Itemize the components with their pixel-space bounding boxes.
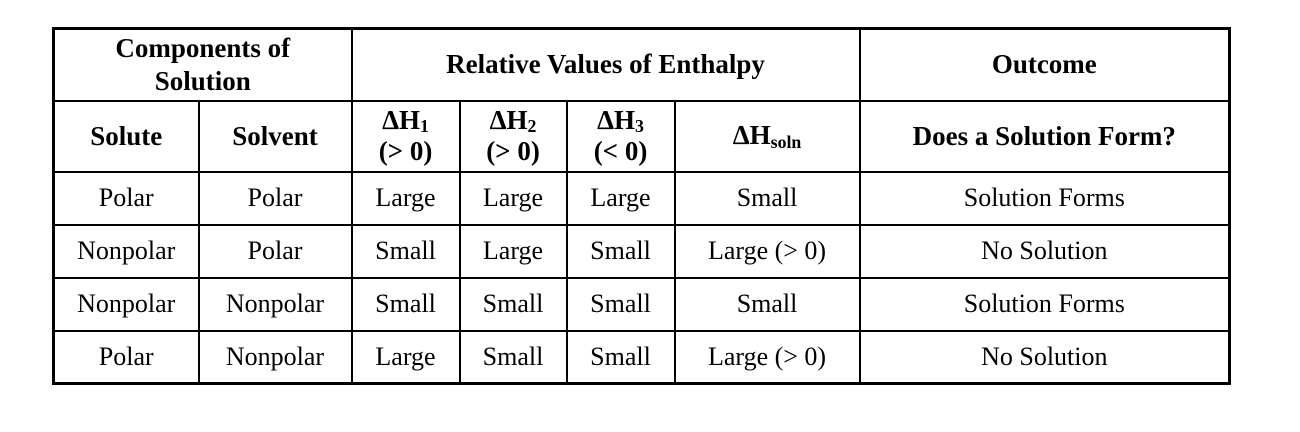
dh2-symbol: ΔH2 (489, 104, 537, 137)
solution-formation-table: Components of Solution Relative Values o… (52, 27, 1232, 385)
table-cell-outcome: No Solution (858, 223, 1231, 279)
table-cell-dh3: Small (565, 329, 676, 385)
table-cell-solvent: Nonpolar (197, 329, 353, 385)
header-outcome: Outcome (858, 27, 1231, 102)
col-header-solvent: Solvent (197, 99, 353, 173)
solution-formation-table-container: Components of Solution Relative Values o… (52, 27, 1232, 385)
table-cell-dhsoln: Large (> 0) (673, 223, 861, 279)
table-cell-dh1: Small (350, 223, 461, 279)
dh2-condition: (> 0) (486, 136, 540, 166)
col-header-dhsoln: ΔHsoln (673, 99, 861, 173)
header-components-of-solution: Components of Solution (52, 27, 353, 102)
table-row: Solute Solvent ΔH1 (> 0) ΔH2 (> 0) ΔH3 (… (52, 99, 1231, 173)
table-cell-solvent: Polar (197, 223, 353, 279)
table-row: Components of Solution Relative Values o… (52, 27, 1231, 102)
table-cell-dh1: Large (350, 329, 461, 385)
col-header-dh3: ΔH3 (< 0) (565, 99, 676, 173)
col-header-dh2: ΔH2 (> 0) (458, 99, 568, 173)
dhsoln-symbol: ΔHsoln (732, 120, 802, 152)
header-enthalpy-label: Relative Values of Enthalpy (446, 49, 765, 80)
table-cell-dhsoln: Large (> 0) (673, 329, 861, 385)
table-cell-dh2: Large (458, 170, 568, 226)
table-cell-outcome: Solution Forms (858, 170, 1231, 226)
table-cell-dh3: Large (565, 170, 676, 226)
header-relative-values-of-enthalpy: Relative Values of Enthalpy (350, 27, 861, 102)
col-header-does-a-solution-form: Does a Solution Form? (858, 99, 1231, 173)
dh1-symbol: ΔH1 (382, 104, 429, 137)
table-cell-solute: Nonpolar (52, 276, 200, 332)
table-cell-dh1: Large (350, 170, 461, 226)
table-cell-solute: Nonpolar (52, 223, 200, 279)
table-cell-dh2: Large (458, 223, 568, 279)
dh3-symbol: ΔH3 (597, 104, 644, 137)
table-cell-outcome: No Solution (858, 329, 1231, 385)
table-cell-solute: Polar (52, 329, 200, 385)
table-cell-solute: Polar (52, 170, 200, 226)
table-row: Polar Polar Large Large Large Small Solu… (52, 170, 1231, 226)
table-cell-dh1: Small (350, 276, 461, 332)
dh1-condition: (> 0) (378, 136, 433, 166)
table-cell-dhsoln: Small (673, 276, 861, 332)
table-cell-dh2: Small (458, 276, 568, 332)
col-header-dh1: ΔH1 (> 0) (350, 99, 461, 173)
table-row: Nonpolar Nonpolar Small Small Small Smal… (52, 276, 1231, 332)
table-row: Nonpolar Polar Small Large Small Large (… (52, 223, 1231, 279)
table-row: Polar Nonpolar Large Small Small Large (… (52, 329, 1231, 385)
header-components-label: Components of Solution (115, 32, 291, 96)
table-cell-dh3: Small (565, 276, 676, 332)
table-cell-dhsoln: Small (673, 170, 861, 226)
table-cell-solvent: Polar (197, 170, 353, 226)
table-cell-outcome: Solution Forms (858, 276, 1231, 332)
table-cell-dh3: Small (565, 223, 676, 279)
dh3-condition: (< 0) (593, 136, 648, 166)
table-cell-dh2: Small (458, 329, 568, 385)
header-outcome-label: Outcome (991, 49, 1097, 80)
table-cell-solvent: Nonpolar (197, 276, 353, 332)
col-header-solute: Solute (52, 99, 200, 173)
